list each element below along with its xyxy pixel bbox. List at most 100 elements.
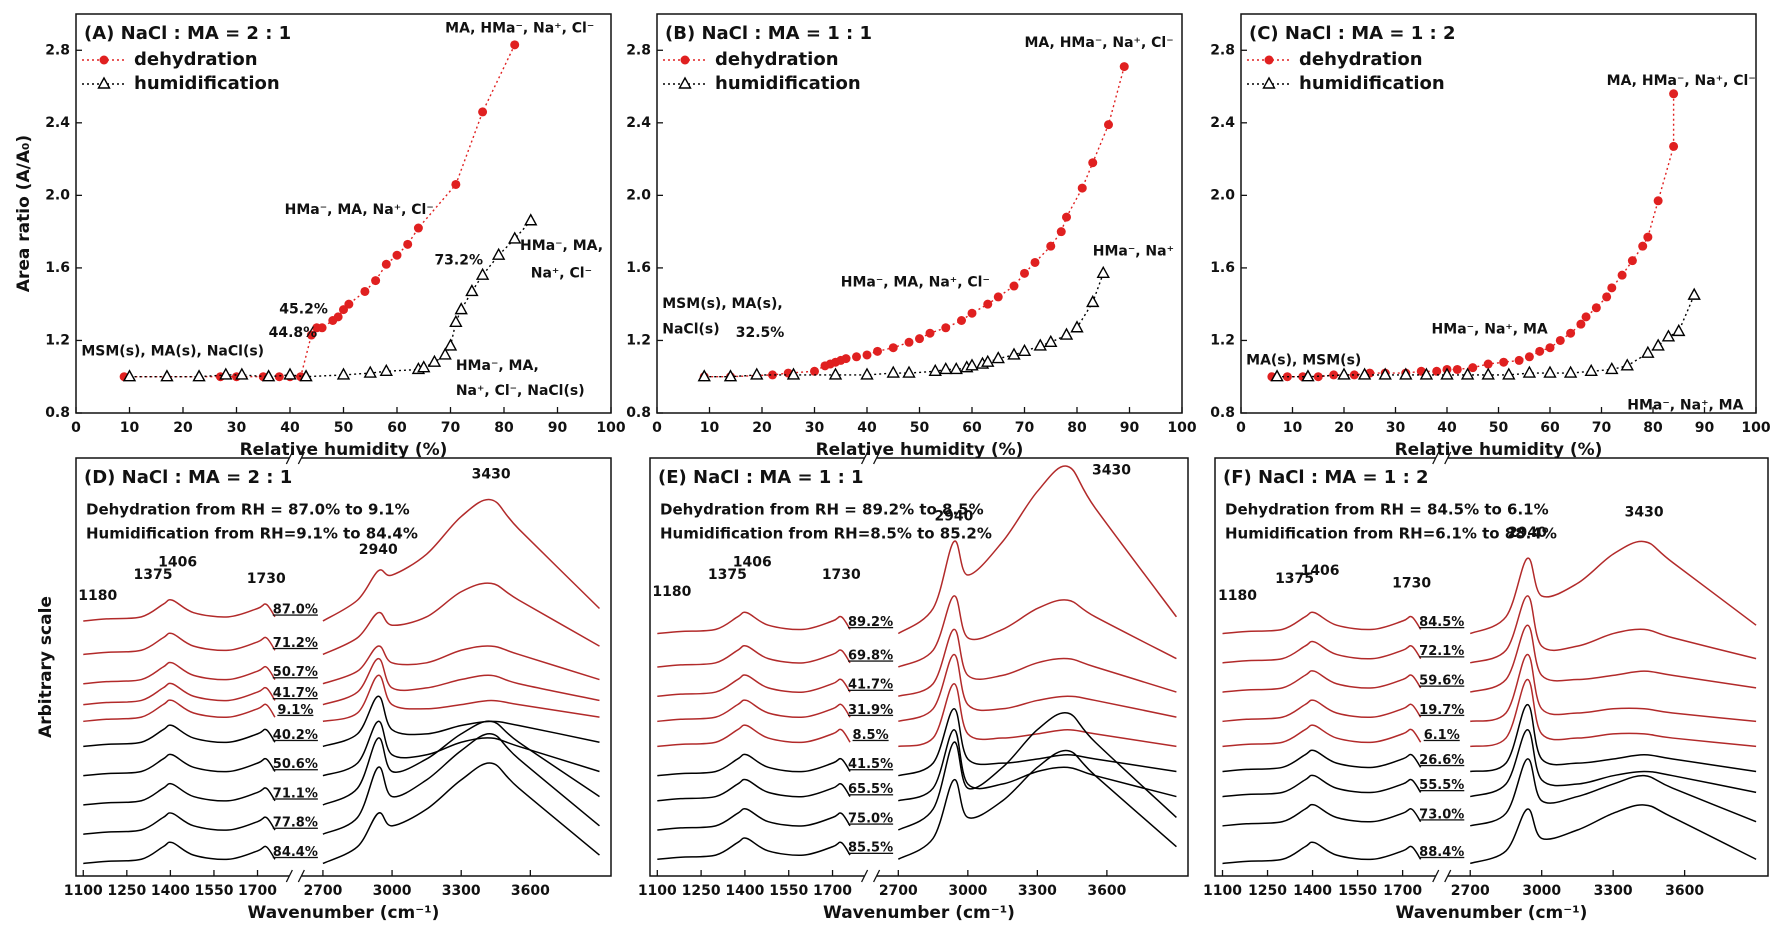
axis-break-gap (864, 455, 877, 461)
y-tick-label: 2.4 (1210, 115, 1235, 131)
data-point (475, 267, 490, 280)
axis-break-gap (289, 873, 302, 879)
annotation: MA, HMa⁻, Na⁺, Cl⁻ (1025, 35, 1174, 51)
data-point (508, 231, 522, 244)
series-line (657, 724, 851, 748)
annotation: 2940 (934, 509, 973, 525)
plot-frame (649, 457, 1189, 877)
x-tick-label: 90 (1695, 420, 1715, 436)
chart-title: (D) NaCl : MA = 2 : 1 (84, 467, 292, 488)
legend-marker (680, 55, 690, 65)
x-tick-label: 60 (1540, 420, 1560, 436)
series-line (897, 595, 1177, 668)
series-line (83, 699, 276, 723)
legend-label: humidification (1299, 73, 1445, 94)
series-label: 71.2% (273, 636, 318, 651)
x-tick-label: 3600 (511, 883, 550, 899)
series-line (898, 653, 1177, 723)
data-point (283, 367, 297, 380)
series-line (898, 728, 1177, 802)
data-point (1468, 363, 1478, 373)
series-label: 31.9% (848, 703, 893, 718)
axis-break-gap (864, 873, 877, 879)
data-point (941, 323, 951, 333)
x-tick-label: 40 (280, 420, 300, 436)
series-label: 72.1% (1419, 644, 1464, 659)
panel: 0 10 20 30 40 50 60 70 80 90 100 0.8 1.2 1.6 2.0 2.4 2.8… (626, 13, 1197, 460)
data-point (1440, 367, 1454, 380)
axis-break-mark (1444, 869, 1452, 883)
data-point (1638, 241, 1648, 251)
plot-frame (75, 457, 612, 877)
series-label: 75.0% (848, 811, 893, 826)
x-tick-label: 1700 (1383, 883, 1422, 899)
x-tick-label: 50 (334, 420, 354, 436)
data-point (454, 302, 468, 315)
x-tick-label: 60 (387, 420, 407, 436)
data-point (981, 354, 995, 367)
annotation: 73.2% (434, 253, 483, 269)
plot-frame (1214, 457, 1769, 877)
x-tick-label: 10 (700, 420, 720, 436)
series-label: 69.8% (848, 648, 893, 663)
y-axis-title: Area ratio (A/A₀) (14, 135, 34, 292)
x-tick-label: 1700 (813, 883, 852, 899)
data-point (510, 40, 520, 50)
data-point (1669, 89, 1679, 99)
data-point (862, 350, 872, 360)
series-line (322, 498, 601, 622)
series-label: 88.4% (1419, 845, 1464, 860)
x-axis-title: Wavenumber (cm⁻¹) (1396, 903, 1588, 923)
annotation: 1730 (247, 571, 286, 587)
legend-label: dehydration (1299, 49, 1423, 70)
data-point (697, 369, 711, 382)
data-point (1017, 343, 1032, 357)
data-point (403, 239, 413, 249)
chart-title: (F) NaCl : MA = 1 : 2 (1223, 467, 1429, 488)
panel: 1100 1250 1400 1550 1700 2700 3000 3300 3600 Wave… (36, 451, 612, 923)
axis-break-mark (860, 869, 869, 883)
x-tick-label: 40 (1437, 420, 1457, 436)
series-line (657, 808, 851, 831)
data-point (1452, 364, 1462, 374)
axis-break-mark (1432, 451, 1440, 465)
y-tick-label: 2.8 (1210, 42, 1235, 58)
series-line (1470, 703, 1757, 773)
annotation: MA, HMa⁻, Na⁺, Cl⁻ (1607, 73, 1756, 89)
y-tick-label: 2.8 (45, 42, 70, 58)
x-tick-label: 30 (227, 420, 247, 436)
x-tick-label: 70 (441, 420, 461, 436)
data-point (925, 328, 935, 338)
data-point (451, 179, 461, 189)
data-point (336, 367, 351, 380)
x-tick-label: 20 (173, 420, 193, 436)
y-tick-label: 1.2 (45, 332, 70, 348)
x-tick-label: 1550 (194, 883, 233, 899)
data-point (1033, 338, 1047, 351)
axis-break-mark (1432, 869, 1440, 883)
x-axis-title: Wavenumber (cm⁻¹) (823, 903, 1015, 923)
data-point (993, 292, 1003, 302)
series-label: 59.6% (1419, 673, 1464, 688)
series-label: 50.7% (273, 665, 318, 680)
data-point (888, 343, 898, 353)
series-line (322, 645, 600, 685)
x-tick-label: 1400 (151, 883, 190, 899)
y-axis-title: Arbitrary scale (36, 596, 56, 738)
data-point (1543, 365, 1557, 378)
annotation: MSM(s), MA(s), NaCl(s) (81, 343, 264, 359)
series-line (322, 720, 600, 777)
data-point (1088, 158, 1098, 168)
data-point (1576, 319, 1586, 329)
subtitle: Dehydration from RH = 87.0% to 9.1% (86, 501, 410, 519)
data-point (750, 367, 764, 380)
data-point (1419, 367, 1434, 380)
data-point (1651, 338, 1665, 351)
data-point (1545, 343, 1555, 353)
x-tick-label: 1100 (64, 883, 103, 899)
annotation: Na⁺, Cl⁻ (531, 265, 592, 281)
series-line (1469, 804, 1757, 865)
annotation: Na⁺, Cl⁻, NaCl(s) (456, 383, 585, 399)
data-point (1020, 268, 1029, 278)
series-line (657, 699, 851, 723)
